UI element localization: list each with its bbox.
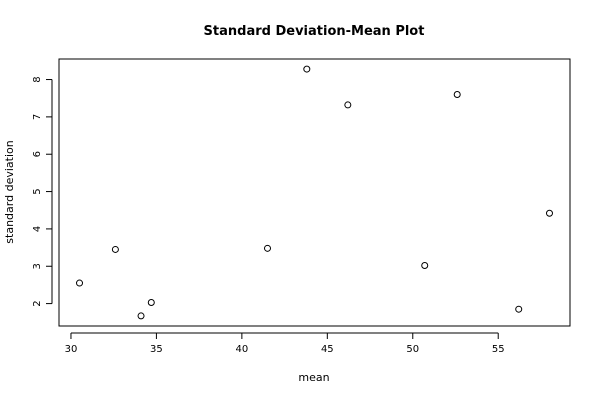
x-tick-label: 50 — [406, 344, 419, 355]
y-axis-label: standard deviation — [3, 140, 16, 243]
x-axis: 30 35 40 45 50 55 — [65, 332, 505, 355]
x-tick-label: 55 — [492, 344, 505, 355]
y-tick-label: 2 — [32, 300, 43, 306]
y-tick-label: 5 — [32, 188, 43, 194]
data-point — [137, 312, 145, 320]
data-point — [515, 305, 523, 313]
data-point — [545, 209, 553, 217]
plot-frame — [58, 58, 571, 327]
data-point — [111, 245, 119, 253]
data-point — [421, 262, 429, 270]
x-tick-label: 45 — [321, 344, 334, 355]
data-points — [76, 65, 553, 320]
y-tick-label: 3 — [32, 263, 43, 269]
y-tick-label: 4 — [32, 226, 43, 232]
data-point — [453, 90, 461, 98]
data-point — [264, 244, 272, 252]
y-tick-label: 6 — [32, 151, 43, 157]
data-point — [344, 101, 352, 109]
x-axis-label: mean — [298, 371, 329, 384]
data-point — [76, 279, 84, 287]
x-tick-label: 40 — [235, 344, 248, 355]
x-tick-label: 35 — [150, 344, 163, 355]
chart-title: Standard Deviation-Mean Plot — [204, 24, 425, 39]
data-point — [303, 65, 311, 73]
x-tick-label: 30 — [65, 344, 78, 355]
y-axis: 2 3 4 5 6 7 8 — [32, 76, 53, 307]
data-point — [147, 298, 155, 306]
y-tick-label: 8 — [32, 76, 43, 82]
y-tick-label: 7 — [32, 114, 43, 120]
